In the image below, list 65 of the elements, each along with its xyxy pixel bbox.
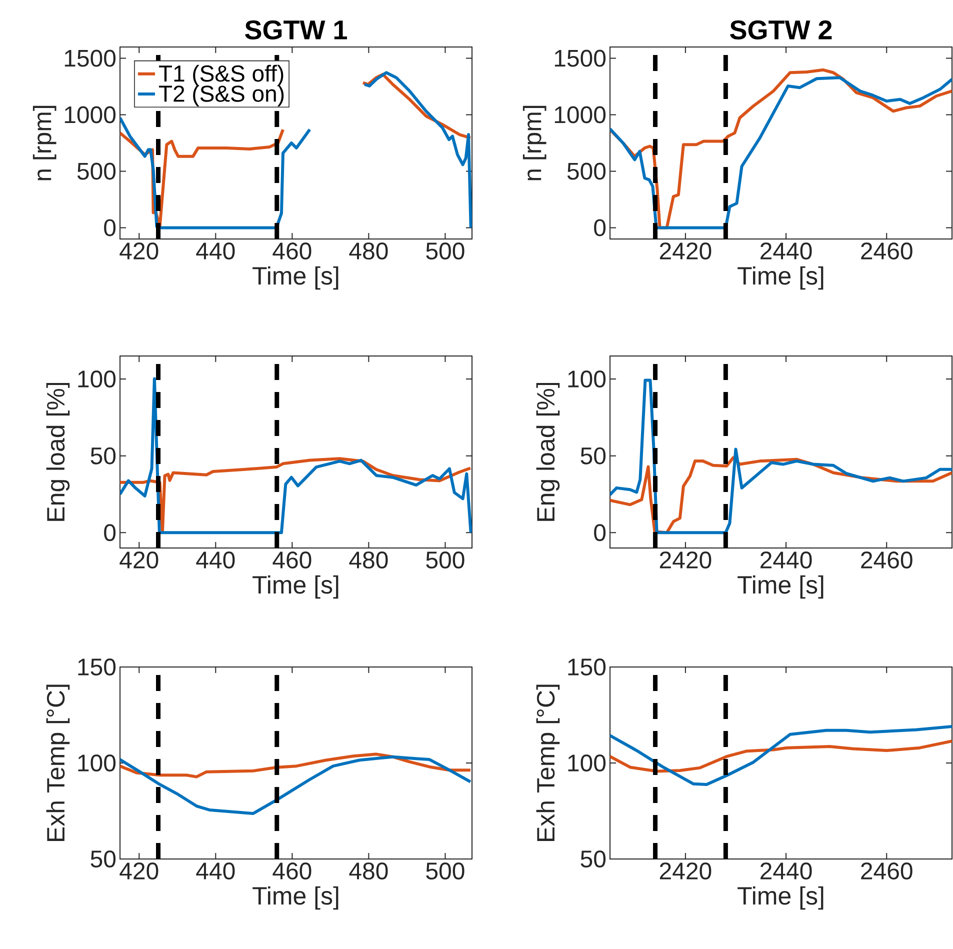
y-axis-title: n [rpm] [522, 106, 546, 180]
y-tick-label: 100 [568, 370, 606, 388]
x-tick-label: 500 [426, 552, 464, 569]
y-tick-label: 100 [568, 754, 606, 772]
y-tick-label: 150 [568, 658, 606, 676]
x-tick-label: 2440 [760, 552, 812, 569]
y-tick-label: 0 [104, 219, 116, 236]
x-tick-label: 440 [196, 552, 235, 569]
x-tick-label: 480 [349, 552, 388, 569]
y-axis-title: Eng load [%] [46, 382, 70, 521]
x-tick-label: 2460 [861, 242, 912, 260]
y-tick-label: 500 [77, 162, 116, 180]
y-tick-label: 150 [78, 658, 116, 676]
y-tick-label: 50 [580, 850, 606, 868]
y-axis-title: Exh Temp [°C] [536, 684, 560, 841]
x-tick-label: 2460 [861, 552, 912, 569]
x-tick-label: 480 [349, 242, 388, 260]
legend-label: T1 (S&S off) [158, 64, 284, 86]
x-axis-title: Time [s] [738, 575, 824, 599]
x-tick-label: 440 [196, 862, 235, 880]
x-tick-label: 460 [272, 242, 312, 260]
y-tick-label: 0 [594, 524, 606, 542]
line-series [120, 457, 472, 534]
x-tick-label: 2420 [660, 242, 712, 260]
line-series [120, 752, 472, 778]
y-tick-label: 1000 [554, 106, 606, 124]
line-series [120, 755, 472, 815]
x-tick-label: 500 [426, 862, 464, 880]
x-tick-label: 460 [272, 552, 312, 569]
y-tick-label: 50 [90, 850, 116, 868]
y-tick-label: 1500 [554, 50, 606, 67]
x-tick-label: 2440 [760, 242, 812, 260]
x-axis-title: Time [s] [252, 266, 338, 290]
y-tick-label: 0 [104, 524, 116, 542]
x-axis-title: Time [s] [738, 886, 824, 910]
y-axis-title: n [rpm] [32, 106, 56, 180]
chart-title: SGTW 1 [245, 20, 347, 40]
y-tick-label: 1000 [64, 106, 116, 124]
line-series [610, 740, 952, 773]
x-axis-title: Time [s] [252, 575, 338, 599]
x-tick-label: 420 [120, 552, 158, 569]
y-axis-title: Eng load [%] [536, 382, 560, 521]
y-tick-label: 100 [78, 754, 116, 772]
x-tick-label: 2420 [660, 552, 712, 569]
x-tick-label: 2460 [861, 862, 912, 880]
y-tick-label: 0 [594, 219, 606, 236]
x-tick-label: 420 [120, 242, 158, 260]
x-tick-label: 420 [120, 862, 158, 880]
y-axis-title: Exh Temp [°C] [46, 684, 70, 841]
line-series [610, 725, 952, 786]
legend-label: T2 (S&S on) [158, 84, 284, 106]
chart-title: SGTW 2 [730, 20, 832, 40]
y-tick-label: 50 [580, 447, 606, 464]
y-tick-label: 1500 [64, 50, 116, 67]
x-tick-label: 2420 [660, 862, 712, 880]
x-tick-label: 500 [426, 242, 464, 260]
x-tick-label: 460 [272, 862, 312, 880]
x-axis-title: Time [s] [252, 886, 338, 910]
x-tick-label: 480 [349, 862, 388, 880]
y-tick-label: 500 [567, 162, 606, 180]
y-tick-label: 50 [90, 447, 116, 464]
x-axis-title: Time [s] [738, 266, 824, 290]
x-tick-label: 2440 [760, 862, 812, 880]
y-tick-label: 100 [78, 370, 116, 388]
x-tick-label: 440 [196, 242, 235, 260]
